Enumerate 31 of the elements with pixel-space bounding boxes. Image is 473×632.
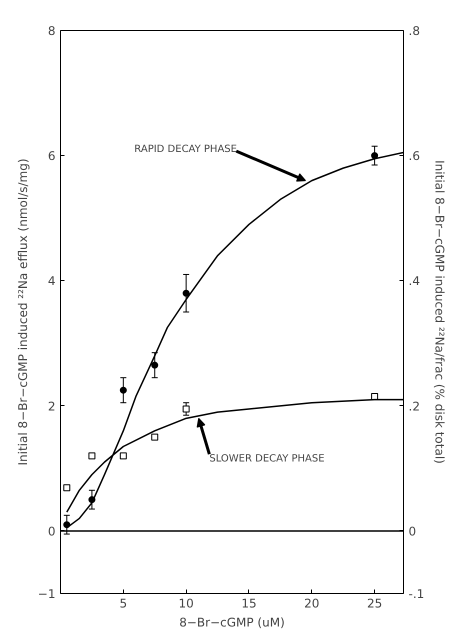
y2-tick-label: .4 (408, 274, 420, 288)
point (151, 362, 158, 369)
point (182, 405, 190, 412)
point (88, 452, 96, 460)
x-axis-title: 8−Br−cGMP (uM) (179, 616, 285, 630)
y-tick-label: 4 (48, 274, 56, 288)
point (63, 484, 70, 492)
x-tick-label: 20 (304, 596, 320, 610)
y2-tick-label: .8 (408, 24, 420, 38)
y2-tick-label: .2 (408, 399, 420, 414)
y-tick-label: 6 (48, 149, 56, 164)
y2-tick-label: 0 (408, 524, 416, 538)
point (120, 452, 127, 460)
x-tick-label: 25 (366, 596, 382, 610)
y2-tick-label: -.1 (408, 587, 424, 601)
point (120, 386, 127, 394)
y-axis-title: Initial 8−Br−cGMP induced ²²Na efflux (nmol/s/mg) (16, 158, 30, 466)
x-tick-label: 10 (178, 596, 194, 610)
x-tick-label: 5 (120, 596, 128, 610)
annotation: RAPID DECAY PHASE (134, 144, 237, 156)
y-tick-label: 0 (48, 524, 56, 538)
y-tick-label: 8 (48, 24, 56, 38)
y-tick-label: 2 (48, 399, 56, 414)
y-tick-label: −1 (38, 587, 56, 601)
point (151, 434, 158, 441)
y2-tick-label: .6 (408, 149, 420, 164)
point (371, 152, 378, 160)
x-tick-label: 15 (241, 596, 257, 610)
point (182, 290, 190, 297)
annotation: SLOWER DECAY PHASE (209, 454, 325, 465)
y2-axis-title: Initial 8−Br−cGMP induced ²²Na/frac (% disk total) (432, 160, 446, 464)
